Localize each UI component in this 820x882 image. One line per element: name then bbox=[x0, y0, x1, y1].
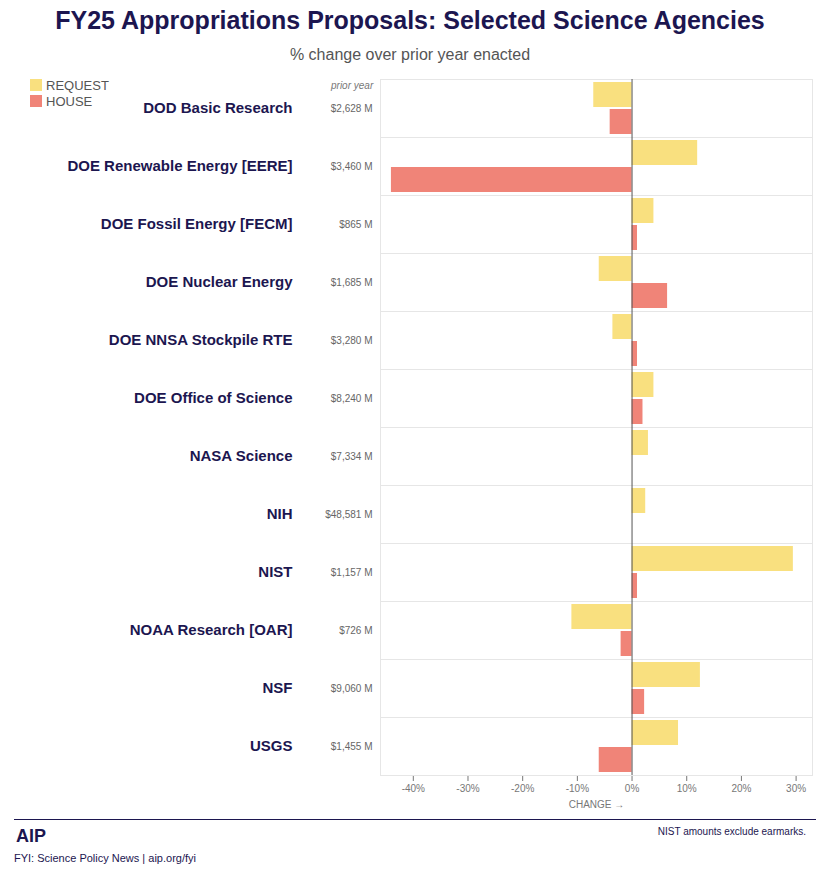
svg-text:DOE Fossil Energy [FECM]: DOE Fossil Energy [FECM] bbox=[101, 215, 293, 232]
svg-text:DOE Office of Science: DOE Office of Science bbox=[134, 389, 292, 406]
svg-text:NIST: NIST bbox=[258, 563, 292, 580]
svg-text:30%: 30% bbox=[786, 783, 806, 794]
svg-text:NOAA Research [OAR]: NOAA Research [OAR] bbox=[130, 621, 293, 638]
html-text:AIP: AIP bbox=[16, 826, 46, 846]
html-text:HOUSE: HOUSE bbox=[46, 93, 93, 109]
svg-text:-20%: -20% bbox=[511, 783, 534, 794]
svg-text:20%: 20% bbox=[731, 783, 751, 794]
html-text:NIST amounts exclude earmarks.: NIST amounts exclude earmarks. bbox=[657, 826, 806, 837]
svg-text:CHANGE →: CHANGE → bbox=[569, 799, 625, 810]
svg-text:$1,685 M: $1,685 M bbox=[331, 277, 373, 288]
svg-text:DOD Basic Research: DOD Basic Research bbox=[143, 99, 292, 116]
svg-text:DOE Renewable Energy [EERE]: DOE Renewable Energy [EERE] bbox=[67, 157, 292, 174]
html-text:REQUEST: REQUEST bbox=[46, 77, 109, 93]
svg-text:DOE NNSA Stockpile RTE: DOE NNSA Stockpile RTE bbox=[109, 331, 293, 348]
svg-text:$48,581 M: $48,581 M bbox=[325, 509, 372, 520]
svg-text:NSF: NSF bbox=[263, 679, 293, 696]
svg-text:DOE Nuclear Energy: DOE Nuclear Energy bbox=[146, 273, 293, 290]
svg-text:$2,628 M: $2,628 M bbox=[331, 103, 373, 114]
svg-text:-30%: -30% bbox=[456, 783, 479, 794]
html-text:FYI: Science Policy News | aip: FYI: Science Policy News | aip.org/fyi bbox=[14, 852, 196, 864]
svg-text:$8,240 M: $8,240 M bbox=[331, 393, 373, 404]
html-text:prior year: prior year bbox=[331, 80, 374, 91]
svg-text:-10%: -10% bbox=[566, 783, 589, 794]
svg-text:NIH: NIH bbox=[267, 505, 293, 522]
svg-text:0%: 0% bbox=[625, 783, 640, 794]
svg-text:10%: 10% bbox=[677, 783, 697, 794]
svg-text:USGS: USGS bbox=[250, 737, 293, 754]
svg-text:$3,460 M: $3,460 M bbox=[331, 161, 373, 172]
svg-text:$3,280 M: $3,280 M bbox=[331, 335, 373, 346]
svg-text:$1,157 M: $1,157 M bbox=[331, 567, 373, 578]
svg-text:-40%: -40% bbox=[402, 783, 425, 794]
html-text:FY25 Appropriations Proposals:: FY25 Appropriations Proposals: Selected … bbox=[55, 6, 765, 34]
svg-text:NASA Science: NASA Science bbox=[190, 447, 293, 464]
svg-text:$9,060 M: $9,060 M bbox=[331, 683, 373, 694]
html-text:% change over prior year enact: % change over prior year enacted bbox=[289, 46, 531, 63]
svg-text:$1,455 M: $1,455 M bbox=[331, 741, 373, 752]
svg-text:$865 M: $865 M bbox=[339, 219, 372, 230]
svg-text:$726 M: $726 M bbox=[339, 625, 372, 636]
svg-text:$7,334 M: $7,334 M bbox=[331, 451, 373, 462]
